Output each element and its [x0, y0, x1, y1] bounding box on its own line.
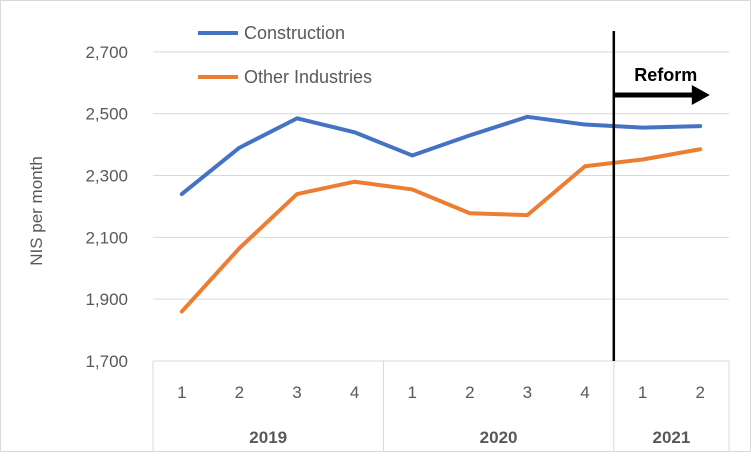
legend-label: Construction — [244, 23, 345, 43]
x-tick-label: 1 — [638, 383, 647, 402]
series-line — [179, 147, 703, 314]
y-tick-label: 2,700 — [85, 43, 128, 62]
x-group-label: 2021 — [652, 428, 690, 447]
axes: 1,700 1,900 2,100 2,300 2,500 2,700 1 2 3 4 1 2 3 4 1 2… — [85, 43, 730, 451]
x-tick-label: 2 — [695, 383, 704, 402]
y-tick-label: 1,700 — [85, 352, 128, 371]
series-line — [179, 114, 703, 197]
legend: Construction Other Industries — [198, 23, 372, 87]
y-tick-label: 2,100 — [85, 228, 128, 247]
y-axis-label: NIS per month — [27, 156, 46, 266]
x-tick-label: 1 — [177, 383, 186, 402]
reform-annotation: Reform — [612, 31, 710, 361]
reform-arrow-head — [691, 85, 710, 105]
gridlines — [153, 51, 729, 362]
x-group-label: 2020 — [480, 428, 518, 447]
x-tick-label: 3 — [292, 383, 301, 402]
x-tick-label: 4 — [350, 383, 359, 402]
x-tick-label: 2 — [465, 383, 474, 402]
y-tick-label: 1,900 — [85, 290, 128, 309]
x-group-label: 2019 — [249, 428, 287, 447]
x-tick-label: 1 — [407, 383, 416, 402]
y-tick-label: 2,300 — [85, 167, 128, 186]
legend-label: Other Industries — [244, 67, 372, 87]
x-tick-label: 4 — [580, 383, 589, 402]
x-tick-label: 2 — [235, 383, 244, 402]
x-tick-label: 3 — [523, 383, 532, 402]
reform-label: Reform — [634, 65, 697, 85]
y-tick-label: 2,500 — [85, 105, 128, 124]
series-layer — [179, 114, 703, 314]
